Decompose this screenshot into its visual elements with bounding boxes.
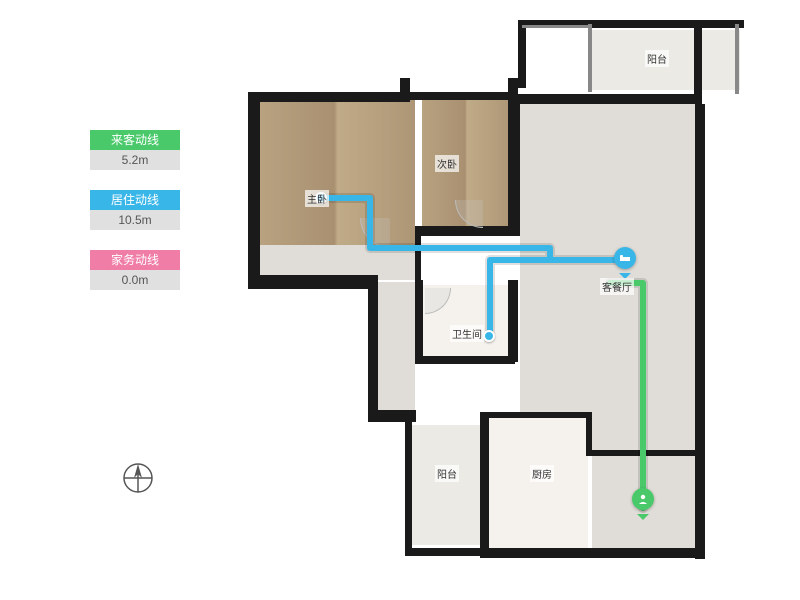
legend-visitor-value: 5.2m [90,150,180,170]
wall-5 [518,94,702,104]
wall-12 [368,275,378,420]
end-dot-1 [483,330,495,342]
room-label-3: 客餐厅 [600,278,634,295]
wall-25 [488,412,592,418]
floor-livingRoom [520,100,695,450]
wall-15 [405,548,485,556]
wall-17 [480,548,590,558]
wall-0 [248,92,400,102]
wall-21 [415,226,421,286]
legend-chore-label: 家务动线 [90,250,180,270]
room-label-0: 阳台 [645,50,669,67]
room-label-4: 卫生间 [450,325,484,342]
legend-visitor-label: 来客动线 [90,130,180,150]
wall-thin-0 [522,25,590,28]
wall-1 [400,78,410,102]
marker-bed [614,247,636,275]
legend-chore-value: 0.0m [90,270,180,290]
legend-visitor: 来客动线 5.2m [90,130,180,170]
room-label-2: 次卧 [435,155,459,172]
room-label-1: 主卧 [305,190,329,207]
wall-19 [695,104,705,559]
floorplan: 阳台主卧次卧客餐厅卫生间阳台厨房 [240,20,760,580]
wall-2 [410,92,508,100]
wall-thin-1 [588,24,592,92]
floor-kitchen [488,418,588,553]
floor-balconyBL [412,425,484,545]
wall-thin-2 [735,24,739,94]
legend-resident-value: 10.5m [90,210,180,230]
wall-20 [415,226,515,236]
marker-person [632,488,654,516]
wall-26 [586,412,592,452]
compass-icon [120,460,156,501]
wall-4 [508,94,520,236]
wall-6 [694,27,702,94]
room-label-6: 厨房 [530,465,554,482]
wall-22 [415,280,423,362]
legend-chore: 家务动线 0.0m [90,250,180,290]
wall-16 [480,412,489,556]
legend-resident-label: 居住动线 [90,190,180,210]
wall-8 [518,27,526,88]
wall-10 [248,92,260,287]
wall-24 [508,280,518,362]
floor-hallwayLower [375,282,415,412]
legend-resident: 居住动线 10.5m [90,190,180,230]
legend-panel: 来客动线 5.2m 居住动线 10.5m 家务动线 0.0m [90,130,180,310]
floor-masterBed [260,100,415,245]
room-label-5: 阳台 [435,465,459,482]
wall-18 [582,548,702,558]
wall-23 [415,356,515,364]
wall-27 [586,450,701,456]
wall-11 [248,275,376,289]
wall-14 [405,418,412,556]
